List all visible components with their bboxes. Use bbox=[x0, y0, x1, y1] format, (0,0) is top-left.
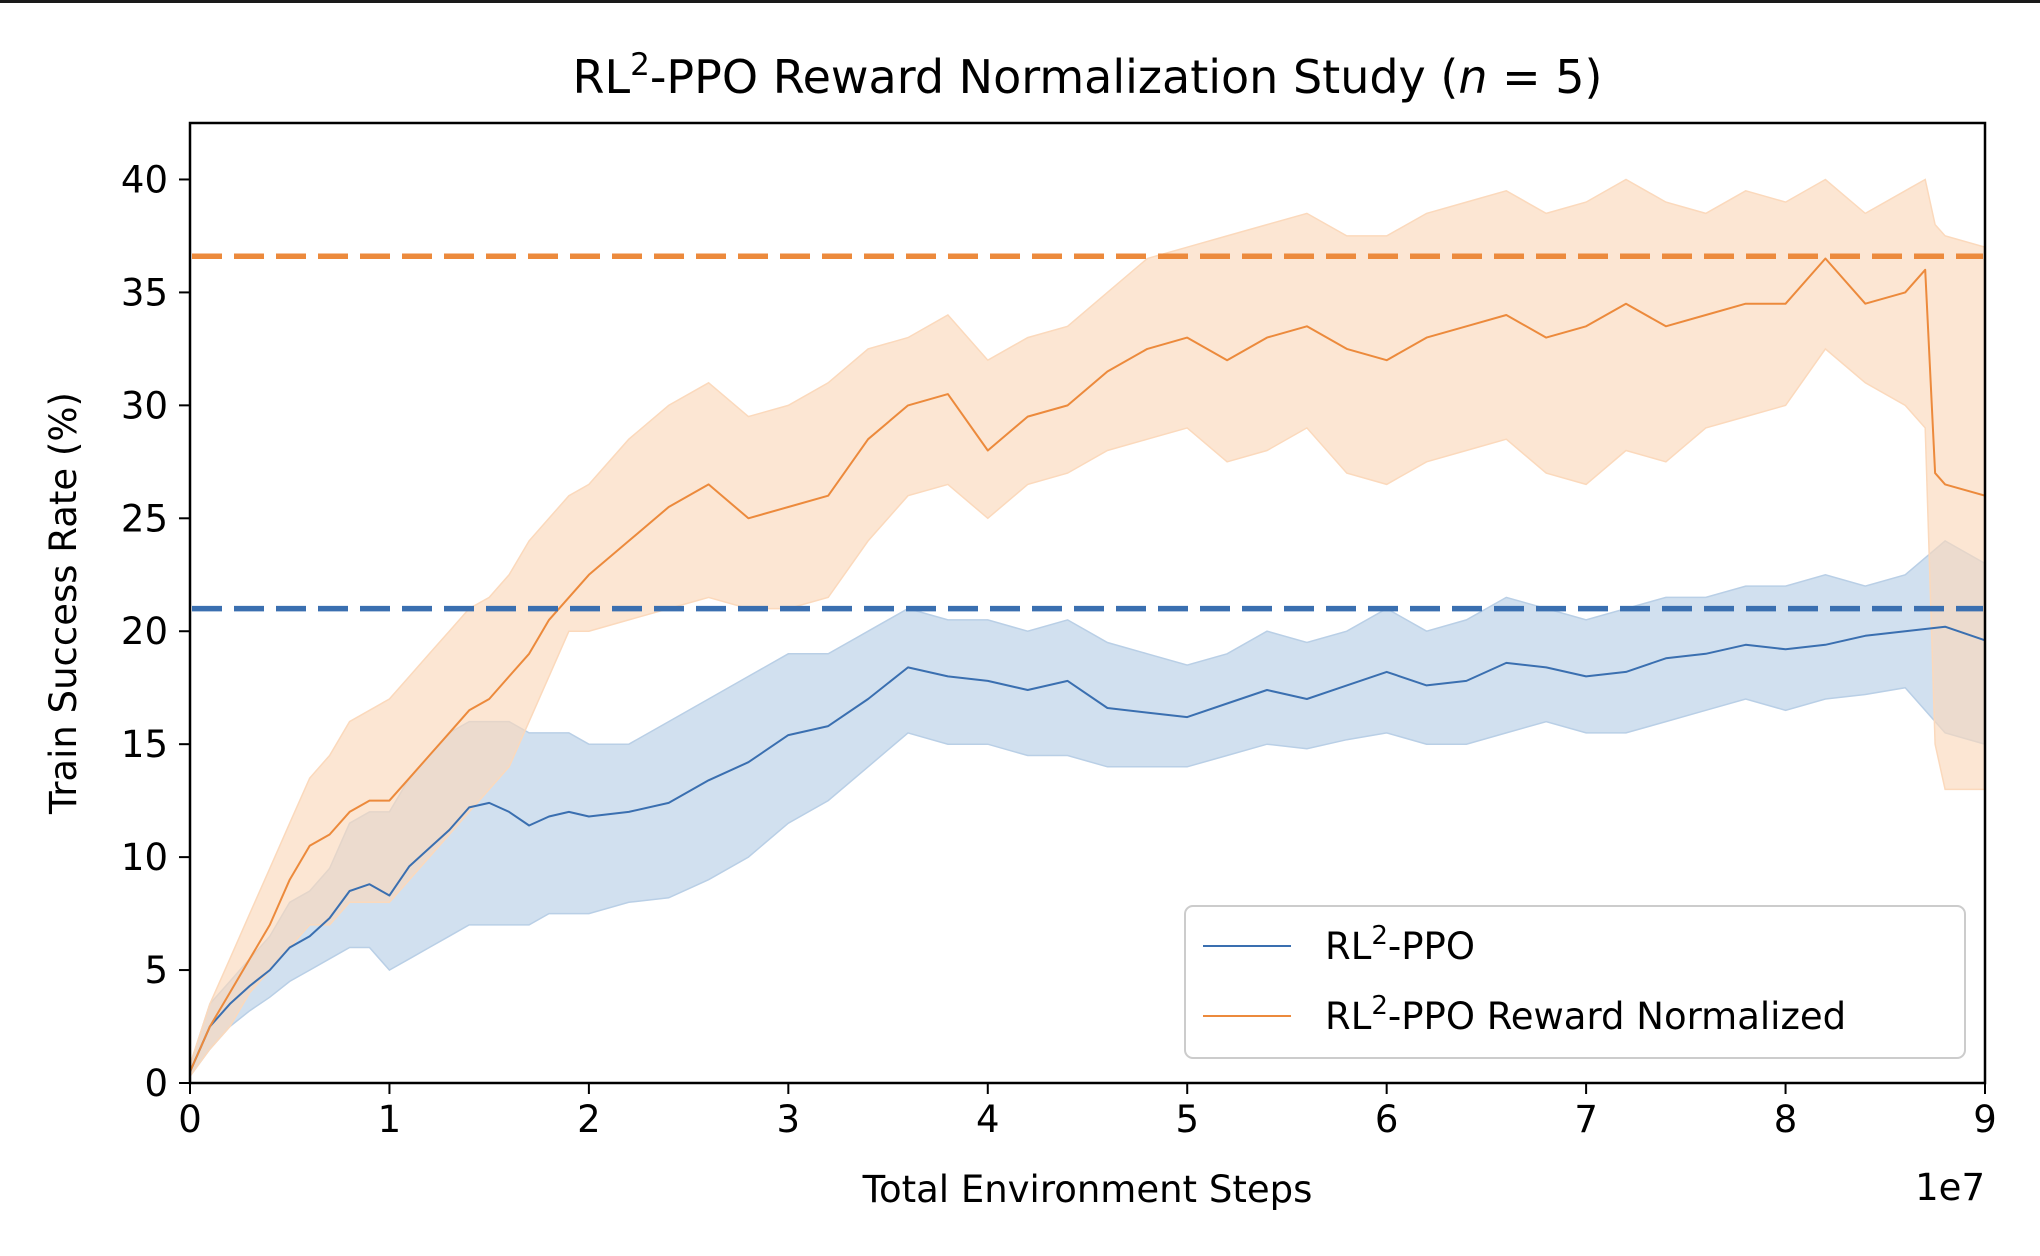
x-tick-label: 8 bbox=[1774, 1098, 1798, 1141]
series-line-1 bbox=[190, 625, 1985, 1073]
confidence-band-2 bbox=[190, 178, 1985, 1078]
confidence-band-1 bbox=[190, 539, 1985, 1078]
legend-label-2: RL2-PPO Reward Normalized bbox=[1325, 991, 1846, 1038]
plot-frame bbox=[188, 121, 1987, 1085]
x-tick-label: 0 bbox=[178, 1098, 202, 1141]
y-tick-label: 40 bbox=[121, 158, 168, 201]
y-tick-label: 10 bbox=[121, 836, 168, 879]
series-line-2 bbox=[190, 257, 1985, 1073]
x-tick-label: 7 bbox=[1574, 1098, 1598, 1141]
y-tick-label: 25 bbox=[121, 497, 168, 540]
x-offset-label: 1e7 bbox=[1915, 1166, 1985, 1209]
x-axis-label: Total Environment Steps bbox=[862, 1168, 1313, 1211]
x-tick-label: 3 bbox=[777, 1098, 801, 1141]
x-tick-label: 4 bbox=[976, 1098, 1000, 1141]
plot-area bbox=[190, 178, 1985, 1078]
legend-box bbox=[1184, 905, 1966, 1059]
y-tick-label: 35 bbox=[121, 271, 168, 314]
y-tick-label: 30 bbox=[121, 384, 168, 427]
chart-title: RL2-PPO Reward Normalization Study (n = … bbox=[573, 47, 1603, 104]
y-tick-label: 20 bbox=[121, 610, 168, 653]
top-border bbox=[0, 0, 2040, 3]
y-tick-label: 5 bbox=[144, 949, 168, 992]
x-tick-label: 2 bbox=[577, 1098, 601, 1141]
legend-label-1: RL2-PPO bbox=[1325, 921, 1475, 968]
y-tick-label: 15 bbox=[121, 723, 168, 766]
x-tick-label: 1 bbox=[378, 1098, 402, 1141]
x-tick-label: 5 bbox=[1175, 1098, 1199, 1141]
y-tick-label: 0 bbox=[144, 1062, 168, 1105]
y-axis-label: Train Success Rate (%) bbox=[42, 392, 85, 815]
x-tick-label: 9 bbox=[1973, 1098, 1997, 1141]
x-tick-label: 6 bbox=[1375, 1098, 1399, 1141]
